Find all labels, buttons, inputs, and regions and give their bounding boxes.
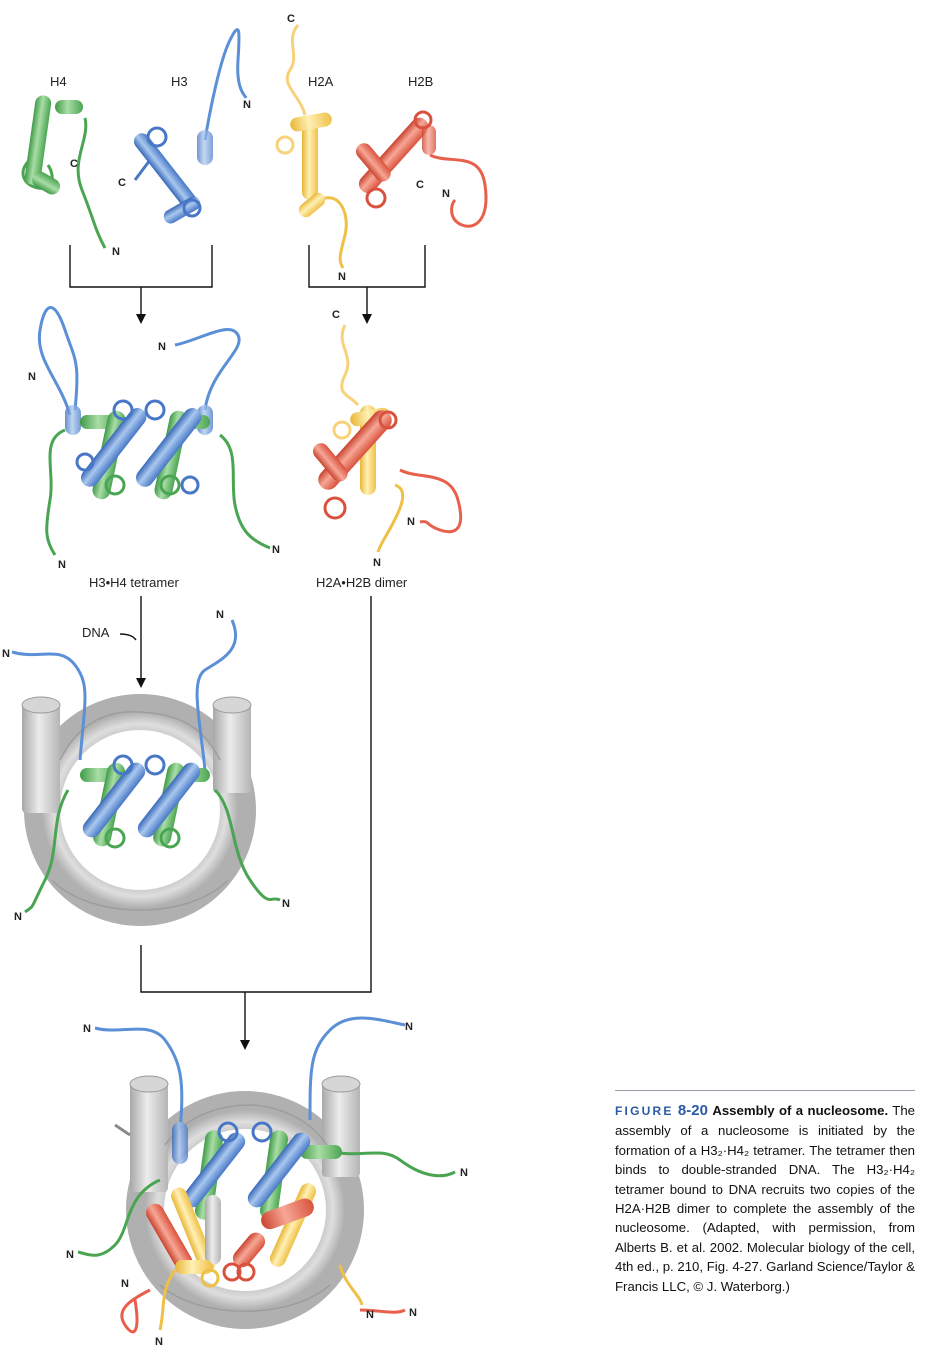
dimer-n-terminus-h2a: N	[373, 557, 381, 569]
caption-body: The assembly of a nucleosome is initiate…	[615, 1103, 915, 1294]
label-tetramer: H3•H4 tetramer	[89, 575, 179, 590]
figure-caption: FIGURE 8-20 Assembly of a nucleosome. Th…	[615, 1090, 915, 1296]
label-dimer: H2A•H2B dimer	[316, 575, 408, 590]
nucleosome-n-terminus-h2a-left: N	[155, 1336, 163, 1348]
dna-bound-n-terminus-h4-left: N	[14, 911, 22, 923]
dna-bound-n-terminus-h3-right: N	[216, 609, 224, 621]
nucleosome-n-terminus-h4-right: N	[460, 1167, 468, 1179]
tetramer-n-terminus-h4-left: N	[58, 559, 66, 571]
label-h2a: H2A	[308, 74, 334, 89]
h3-monomer: C N	[118, 28, 251, 224]
nucleosome-n-terminus-h2b-left: N	[121, 1278, 129, 1290]
dimer-c-terminus: C	[332, 309, 340, 321]
dna-bound-n-terminus-h3-left: N	[2, 648, 10, 660]
h2a-c-terminus: C	[287, 13, 295, 25]
dna-bound-n-terminus-h4-right: N	[282, 898, 290, 910]
nucleosome-n-terminus-h2a-right: N	[366, 1309, 374, 1321]
h3-c-terminus: C	[118, 177, 126, 189]
arrowhead-tetramer-to-dna	[136, 678, 146, 688]
label-h3: H3	[171, 74, 188, 89]
h2b-c-terminus: C	[416, 179, 424, 191]
h4-monomer: C N	[21, 95, 120, 258]
h3-h4-tetramer: N N N N	[28, 306, 280, 571]
h2a-monomer: C N	[275, 13, 348, 283]
bracket-h3-h4	[69, 245, 213, 324]
nucleosome-n-terminus-h3-right: N	[405, 1021, 413, 1033]
caption-figure-word: FIGURE	[615, 1104, 674, 1118]
h2b-n-terminus: N	[442, 188, 450, 200]
label-dna: DNA	[82, 625, 110, 640]
h3-n-terminus: N	[243, 99, 251, 111]
tetramer-n-terminus-h4-right: N	[272, 544, 280, 556]
h4-c-terminus: C	[70, 158, 78, 170]
flow-dimer-and-dna-bound	[140, 596, 372, 993]
nucleosome-n-terminus-h3-left: N	[83, 1023, 91, 1035]
caption-title: Assembly of a nucleosome.	[712, 1103, 889, 1118]
h2b-monomer: C N	[356, 110, 488, 228]
tetramer-n-terminus-h3-left: N	[28, 371, 36, 383]
dimer-n-terminus-h2b: N	[407, 516, 415, 528]
nucleosome: N N N N N N N N	[66, 1016, 468, 1348]
dna-pointer-line	[119, 633, 137, 641]
h4-n-terminus: N	[112, 246, 120, 258]
h2a-h2b-dimer: C N N	[313, 309, 463, 569]
caption-figure-number: 8-20	[677, 1102, 708, 1119]
nucleosome-n-terminus-h4-left: N	[66, 1249, 74, 1261]
dna-bound-tetramer: N N N N	[2, 609, 290, 926]
label-h2b: H2B	[408, 74, 433, 89]
nucleosome-n-terminus-h2b-right: N	[409, 1307, 417, 1319]
bracket-h2a-h2b	[308, 245, 426, 324]
arrowhead-to-nucleosome	[240, 1040, 250, 1050]
tetramer-n-terminus-h3-right: N	[158, 341, 166, 353]
label-h4: H4	[50, 74, 67, 89]
h2a-n-terminus: N	[338, 271, 346, 283]
